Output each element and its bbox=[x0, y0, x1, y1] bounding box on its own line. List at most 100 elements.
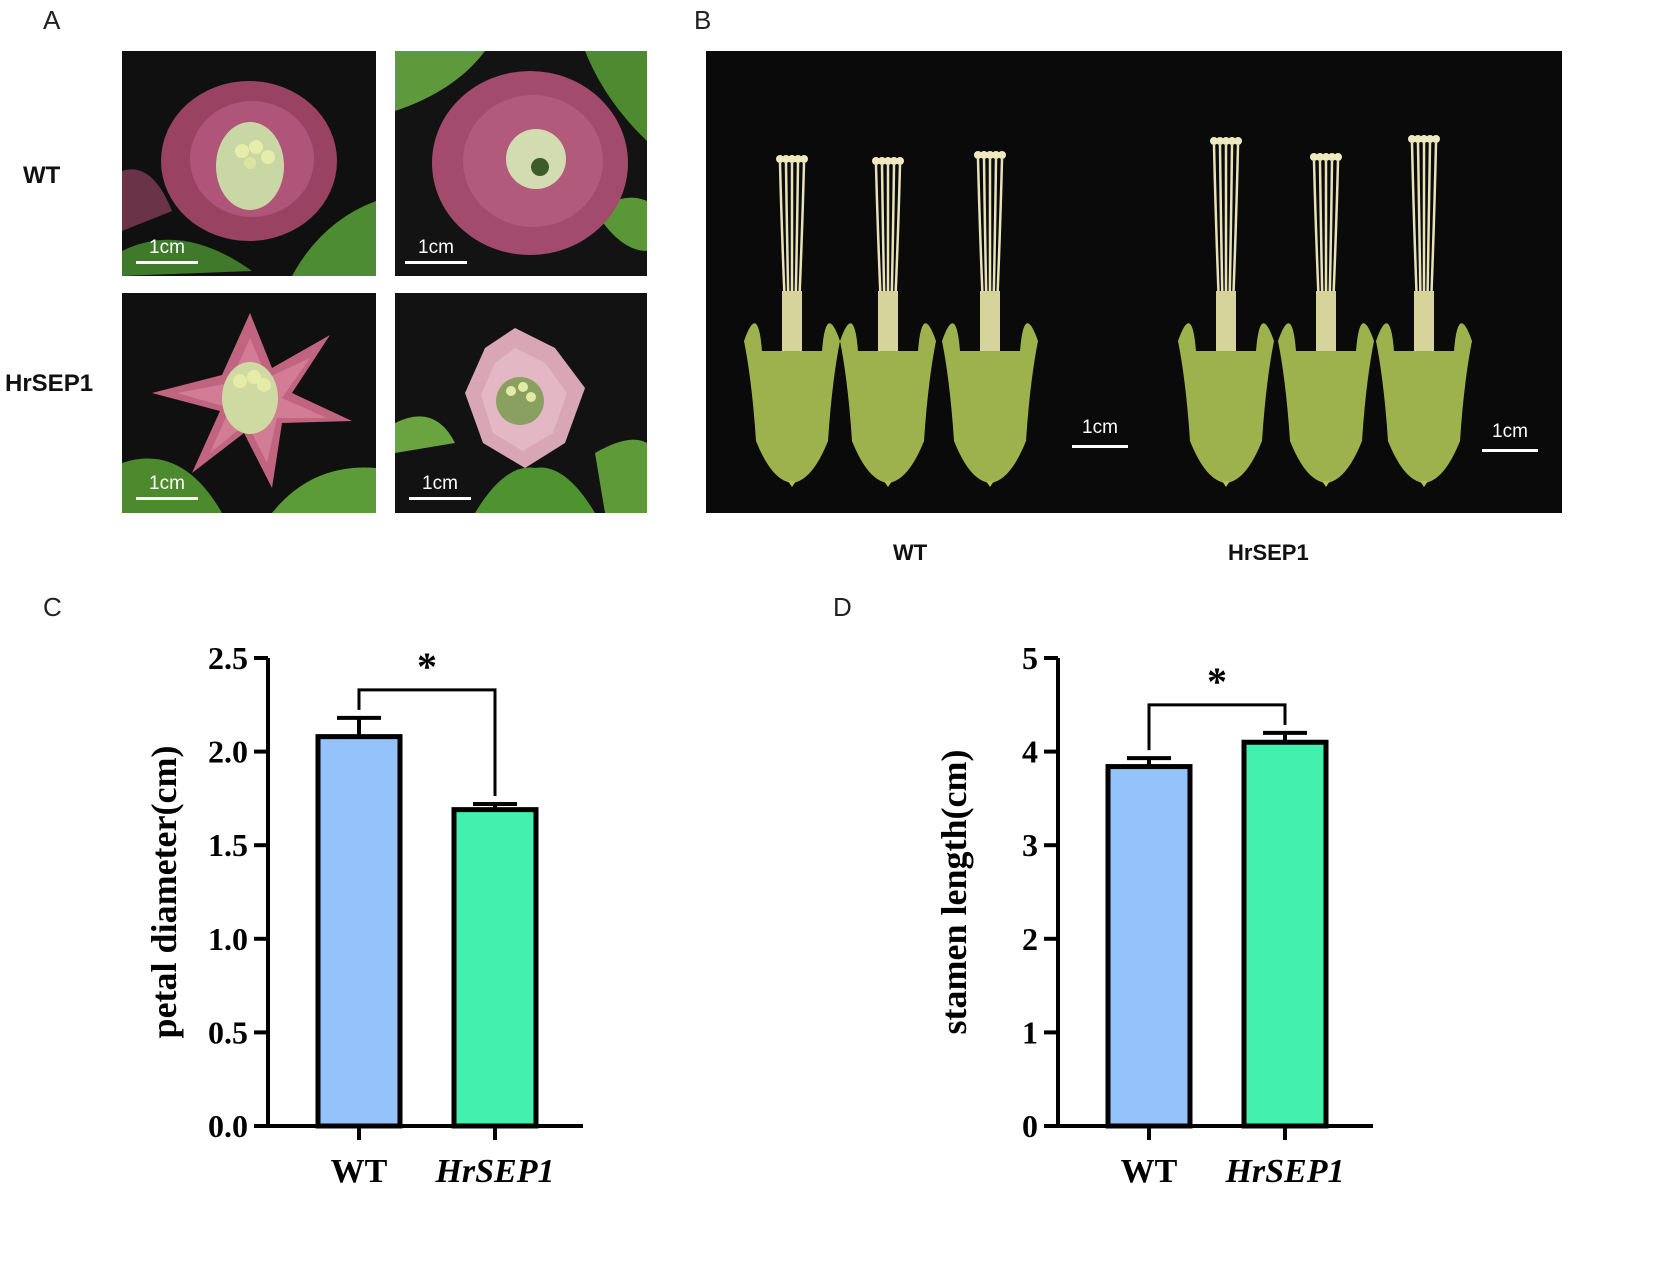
y-tick-label: 4 bbox=[1022, 734, 1038, 770]
y-tick-label: 2 bbox=[1022, 921, 1038, 957]
scale-bar-a4: 1cm bbox=[409, 473, 471, 500]
significance-bracket bbox=[357, 688, 497, 797]
anther bbox=[1408, 135, 1416, 143]
anther bbox=[974, 151, 982, 159]
photo-hrsep1-flower-2: 1cm bbox=[395, 293, 647, 513]
calyx bbox=[1178, 323, 1274, 483]
anther bbox=[884, 157, 892, 165]
wt-flower-2-image bbox=[395, 51, 647, 276]
calyx bbox=[942, 323, 1038, 483]
y-tick-label: 3 bbox=[1022, 827, 1038, 863]
x-tick-label: HrSEP1 bbox=[434, 1153, 554, 1190]
scale-label: 1cm bbox=[1492, 421, 1528, 442]
anther bbox=[1210, 137, 1218, 145]
x-tick-label: WT bbox=[331, 1153, 388, 1190]
scale-label: 1cm bbox=[149, 473, 185, 494]
anther bbox=[890, 157, 898, 165]
bar-hrsep1 bbox=[451, 807, 539, 1129]
anther bbox=[980, 151, 988, 159]
pedicel bbox=[1322, 481, 1330, 487]
significance-star: * bbox=[417, 644, 437, 689]
y-axis-label: stamen length(cm) bbox=[934, 750, 974, 1035]
y-axis-label: petal diameter(cm) bbox=[144, 746, 184, 1039]
scale-line bbox=[136, 261, 198, 264]
anther bbox=[1328, 153, 1336, 161]
scale-line bbox=[409, 497, 471, 500]
pedicel bbox=[884, 481, 892, 487]
bar-wt bbox=[1105, 764, 1193, 1129]
scale-label: 1cm bbox=[1082, 417, 1118, 438]
y-tick-label: 0 bbox=[1022, 1108, 1038, 1144]
photo-hrsep1-flower-1: 1cm bbox=[122, 293, 376, 513]
anther bbox=[1228, 137, 1236, 145]
y-tick-label: 0.0 bbox=[208, 1108, 248, 1144]
x-tick-label: HrSEP1 bbox=[1224, 1153, 1344, 1190]
scale-line bbox=[405, 261, 467, 264]
y-tick-label: 2.0 bbox=[208, 734, 248, 770]
anther bbox=[1432, 135, 1440, 143]
anther bbox=[1316, 153, 1324, 161]
pedicel bbox=[788, 481, 796, 487]
anther bbox=[872, 157, 880, 165]
anther bbox=[788, 155, 796, 163]
stamen-flower bbox=[942, 151, 1038, 487]
anther bbox=[1222, 137, 1230, 145]
panel-a-letter: A bbox=[43, 5, 61, 35]
photo-wt-flower-1: 1cm bbox=[122, 51, 376, 276]
y-tick-label: 1.5 bbox=[208, 827, 248, 863]
anther bbox=[1310, 153, 1318, 161]
panel-b-letter: B bbox=[694, 5, 712, 35]
stamen-flower bbox=[1278, 153, 1374, 487]
significance-star: * bbox=[1207, 659, 1227, 704]
stamen-flower bbox=[840, 157, 936, 487]
y-tick-label: 2.5 bbox=[208, 640, 248, 676]
scale-bar-a1: 1cm bbox=[136, 237, 198, 264]
x-tick-label: WT bbox=[1121, 1153, 1178, 1190]
calyx bbox=[744, 323, 840, 483]
anther bbox=[1234, 137, 1242, 145]
hrsep1-flower-2-image bbox=[395, 293, 647, 513]
wt-flower-1-image bbox=[122, 51, 376, 276]
y-tick-label: 1 bbox=[1022, 1014, 1038, 1050]
stamen-flower bbox=[744, 155, 840, 487]
photo-wt-flower-2: 1cm bbox=[395, 51, 647, 276]
scale-bar-b2: 1cm bbox=[1482, 421, 1538, 452]
hrsep1-flower-1-image bbox=[122, 293, 376, 513]
scale-line bbox=[136, 497, 198, 500]
stamen-length-chart: 0 1 2 3 4 5 stamen length(cm) WT HrSEP1 * bbox=[934, 640, 1373, 1190]
calyx bbox=[1376, 323, 1472, 483]
pedicel bbox=[1222, 481, 1230, 487]
bar-wt bbox=[315, 734, 403, 1129]
group-label-wt: WT bbox=[893, 540, 928, 565]
pedicel bbox=[986, 481, 994, 487]
photo-stamens: 1cm 1cm bbox=[706, 51, 1562, 513]
panel-c-letter: C bbox=[43, 592, 62, 622]
anther bbox=[1414, 135, 1422, 143]
anther bbox=[998, 151, 1006, 159]
y-tick-label: 5 bbox=[1022, 640, 1038, 676]
anther bbox=[1322, 153, 1330, 161]
anther bbox=[896, 157, 904, 165]
panel-d-letter: D bbox=[833, 592, 852, 622]
pedicel bbox=[1420, 481, 1428, 487]
anther bbox=[878, 157, 886, 165]
scale-bar-a2: 1cm bbox=[405, 237, 467, 264]
y-tick-label: 1.0 bbox=[208, 921, 248, 957]
calyx bbox=[1278, 323, 1374, 483]
anther bbox=[776, 155, 784, 163]
anther bbox=[794, 155, 802, 163]
anther bbox=[992, 151, 1000, 159]
stamen-flower bbox=[1178, 137, 1274, 487]
anther bbox=[1426, 135, 1434, 143]
row-label-wt: WT bbox=[23, 162, 61, 189]
bar-hrsep1 bbox=[1241, 739, 1329, 1129]
group-label-hrsep1: HrSEP1 bbox=[1228, 540, 1309, 565]
scale-label: 1cm bbox=[422, 473, 458, 494]
stamen-flower bbox=[1376, 135, 1472, 487]
petal-diameter-chart: 0.0 0.5 1.0 1.5 2.0 2.5 petal diameter(cm) WT Hr… bbox=[144, 640, 583, 1190]
scale-bar-b1: 1cm bbox=[1072, 417, 1128, 448]
anther bbox=[1216, 137, 1224, 145]
scale-line bbox=[1072, 445, 1128, 448]
anther bbox=[986, 151, 994, 159]
anther bbox=[782, 155, 790, 163]
